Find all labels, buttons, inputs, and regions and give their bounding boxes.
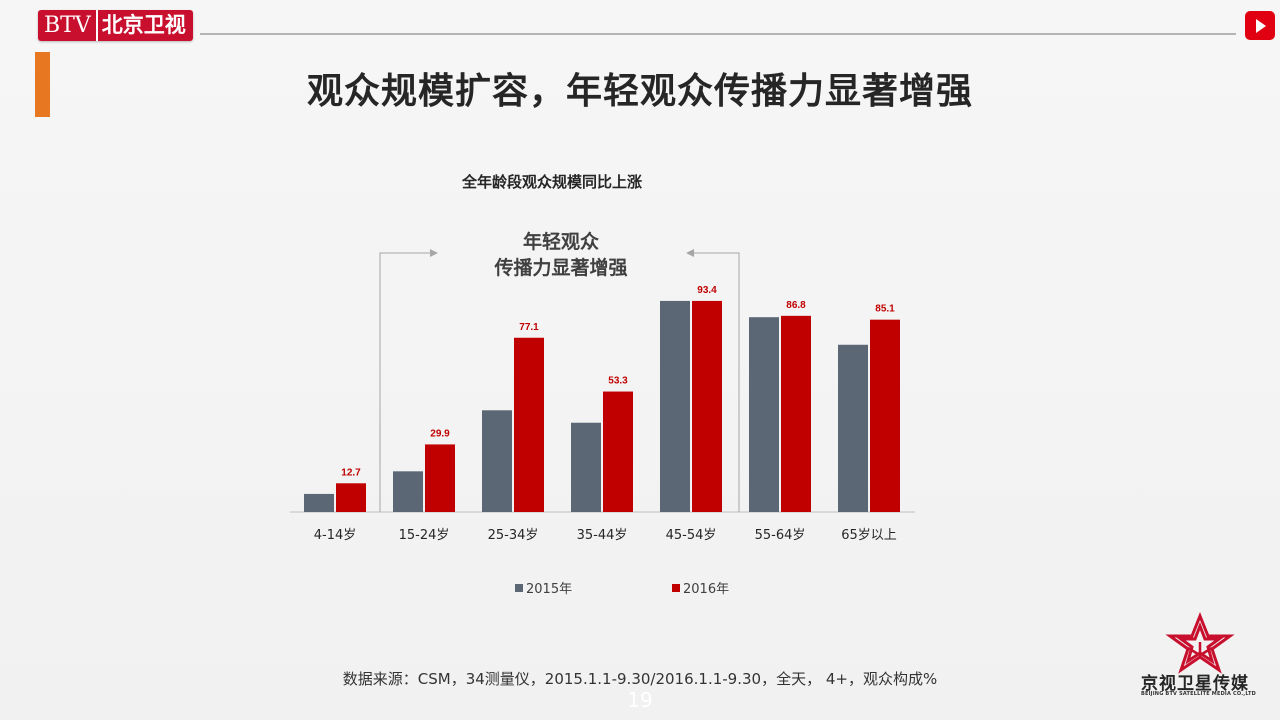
bar-2015 [749,317,779,512]
annotation-text: 传播力显著增强 [493,256,627,279]
data-label: 12.7 [341,467,361,478]
arrow-right-icon [430,249,438,257]
data-label: 77.1 [519,322,539,333]
chart-title: 全年龄段观众规模同比上涨 [462,173,643,191]
btv-logo: BTV 北京卫视 [38,10,193,41]
btv-logo-cn-text: 北京卫视 [95,10,193,41]
bar-2015 [838,344,868,512]
page-title: 观众规模扩容，年轻观众传播力显著增强 [306,71,973,112]
star-logo-icon [1165,612,1235,674]
bar-2015 [482,410,512,512]
data-label: 85.1 [875,304,895,315]
data-label: 93.4 [697,285,717,296]
bar-2016 [514,337,544,512]
title-accent-bar [35,52,50,117]
bar-2016 [781,315,811,512]
data-label: 29.9 [430,428,450,439]
bar-2015 [571,422,601,512]
play-icon[interactable] [1245,11,1275,40]
bar-2015 [393,471,423,512]
x-tick-label: 15-24岁 [399,528,450,543]
data-label: 53.3 [608,376,628,387]
bar-2016 [336,483,366,512]
header-divider [200,33,1236,35]
x-tick-label: 25-34岁 [488,528,539,543]
page-number: 19 [627,688,653,712]
bracket-left-line [379,252,434,512]
arrow-left-icon [686,249,694,257]
x-tick-label: 55-64岁 [755,528,806,543]
legend-label: 2015年 [526,582,572,597]
bar-2016 [603,391,633,512]
legend-label: 2016年 [683,582,729,597]
btv-logo-text: BTV [38,10,96,41]
bar-2016 [870,319,900,512]
bar-2016 [692,300,722,512]
x-tick-label: 4-14岁 [314,528,357,543]
bracket-right-line [690,252,740,512]
x-tick-label: 35-44岁 [577,528,628,543]
legend-swatch [515,584,523,592]
bar-2015 [660,300,690,512]
data-source-note: 数据来源：CSM，34测量仪，2015.1.1-9.30/2016.1.1-9.… [342,670,938,688]
annotation-text: 年轻观众 [523,230,599,253]
x-tick-label: 65岁以上 [841,528,897,543]
bar-2016 [425,444,455,512]
data-label: 86.8 [786,300,806,311]
x-tick-label: 45-54岁 [666,528,717,543]
brand-name: 京视卫星传媒 [1141,674,1249,694]
brand-subtitle: BEIJING BTV SATELLITE MEDIA CO.,LTD [1141,691,1256,697]
bar-2015 [304,493,334,512]
legend-swatch [672,584,680,592]
